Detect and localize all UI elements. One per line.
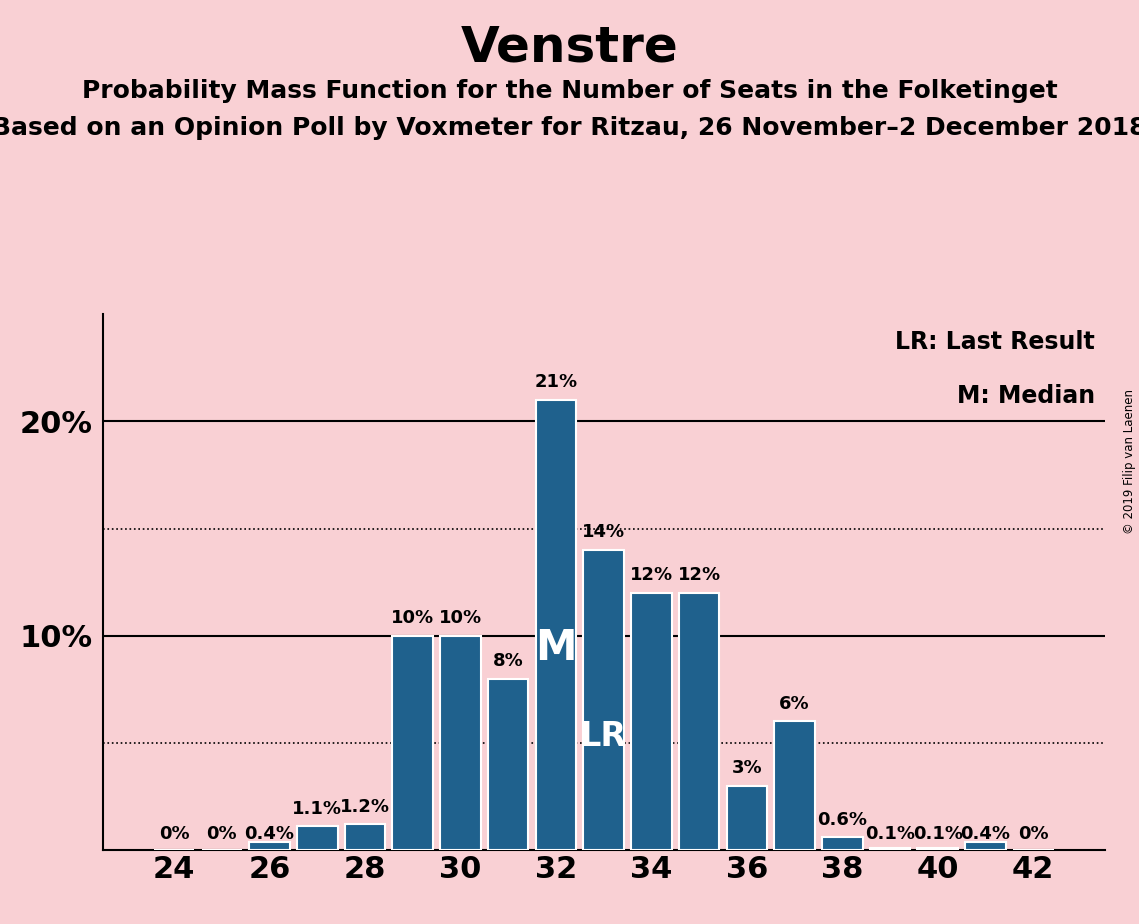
Bar xyxy=(775,722,814,850)
Text: Probability Mass Function for the Number of Seats in the Folketinget: Probability Mass Function for the Number… xyxy=(82,79,1057,103)
Text: Venstre: Venstre xyxy=(460,23,679,71)
Text: 1.2%: 1.2% xyxy=(341,797,390,816)
Text: LR: LR xyxy=(580,720,628,752)
Text: 1.1%: 1.1% xyxy=(293,800,343,818)
Text: © 2019 Filip van Laenen: © 2019 Filip van Laenen xyxy=(1123,390,1136,534)
Bar xyxy=(535,400,576,850)
Bar xyxy=(440,636,481,850)
Bar xyxy=(679,593,720,850)
Text: M: M xyxy=(535,626,576,668)
Text: 21%: 21% xyxy=(534,373,577,392)
Bar xyxy=(870,848,910,850)
Text: LR: Last Result: LR: Last Result xyxy=(895,330,1095,354)
Text: 8%: 8% xyxy=(493,652,524,670)
Bar xyxy=(631,593,672,850)
Text: 12%: 12% xyxy=(630,566,673,584)
Bar xyxy=(345,824,385,850)
Text: 0%: 0% xyxy=(1018,824,1049,843)
Text: 0.4%: 0.4% xyxy=(960,824,1010,843)
Text: 0%: 0% xyxy=(158,824,189,843)
Bar xyxy=(822,837,862,850)
Bar xyxy=(393,636,433,850)
Bar xyxy=(249,842,289,850)
Text: 10%: 10% xyxy=(439,609,482,627)
Text: 0%: 0% xyxy=(206,824,237,843)
Text: Based on an Opinion Poll by Voxmeter for Ritzau, 26 November–2 December 2018: Based on an Opinion Poll by Voxmeter for… xyxy=(0,116,1139,140)
Bar xyxy=(918,848,958,850)
Text: 12%: 12% xyxy=(678,566,721,584)
Bar xyxy=(583,550,624,850)
Text: 3%: 3% xyxy=(731,760,762,777)
Text: 0.1%: 0.1% xyxy=(912,824,962,843)
Text: 0.1%: 0.1% xyxy=(865,824,915,843)
Bar xyxy=(965,842,1006,850)
Bar xyxy=(297,826,337,850)
Text: 6%: 6% xyxy=(779,695,810,713)
Text: 0.6%: 0.6% xyxy=(818,810,867,829)
Bar xyxy=(727,785,768,850)
Text: 10%: 10% xyxy=(391,609,434,627)
Text: M: Median: M: Median xyxy=(957,383,1095,407)
Bar xyxy=(487,678,528,850)
Text: 14%: 14% xyxy=(582,523,625,541)
Text: 0.4%: 0.4% xyxy=(245,824,295,843)
